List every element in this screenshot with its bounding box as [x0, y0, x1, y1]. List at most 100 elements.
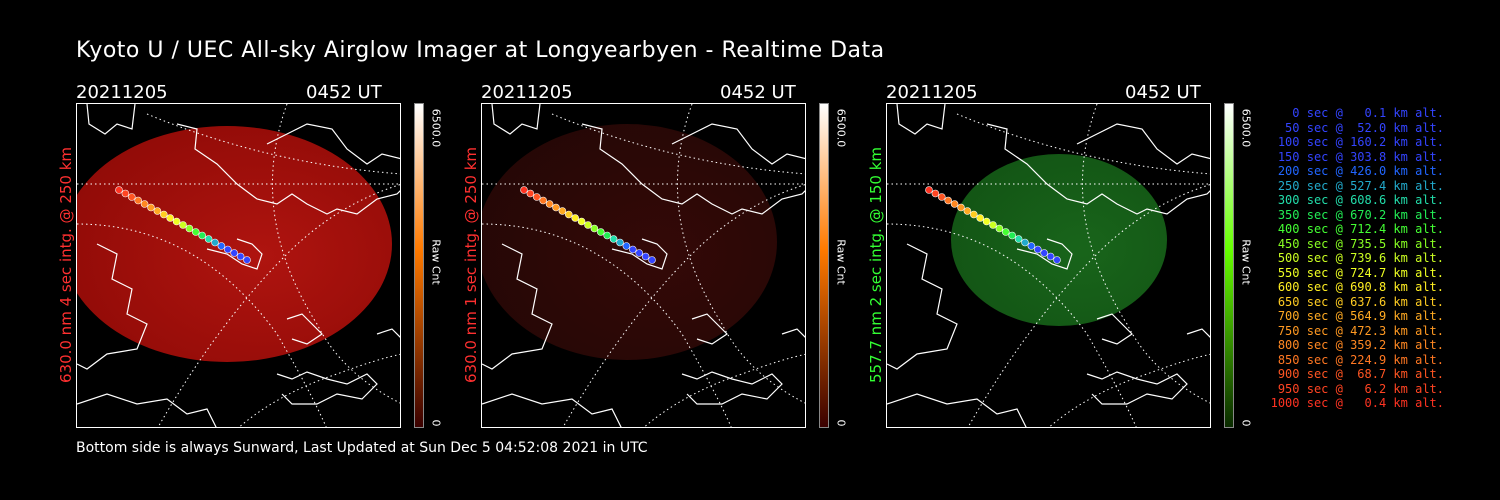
trajectory-dot: [622, 242, 631, 250]
trajectory-dot: [552, 203, 560, 212]
trajectory-dot: [539, 196, 548, 205]
trajectory-dot: [635, 249, 643, 257]
trajectory-dot: [648, 256, 656, 264]
trajectory-dot: [179, 221, 187, 229]
panel-2-image: [481, 103, 806, 428]
trajectory-dot: [931, 189, 940, 198]
panel-1-image: [76, 103, 401, 428]
map-svg: [77, 104, 400, 427]
trajectory-dot: [603, 231, 611, 240]
trajectory-dot: [185, 224, 194, 233]
trajectory-dot: [629, 245, 637, 254]
trajectory-dot: [970, 210, 978, 219]
airglow-image: [482, 124, 777, 360]
trajectory-dot: [558, 207, 567, 215]
legend-row: 650 sec @ 637.6 km alt.: [1277, 294, 1444, 309]
legend-row: 950 sec @ 6.2 km alt.: [1277, 381, 1444, 396]
legend-row: 600 sec @ 690.8 km alt.: [1277, 280, 1444, 294]
legend-row: 150 sec @ 303.8 km alt.: [1277, 149, 1444, 164]
trajectory-dot: [1046, 252, 1055, 261]
legend-row: 750 sec @ 472.3 km alt.: [1277, 323, 1444, 338]
trajectory-dot: [571, 214, 579, 222]
panel-1-date: 20211205: [76, 82, 168, 103]
trajectory-dot: [230, 249, 238, 257]
panel-2-date: 20211205: [481, 82, 573, 103]
legend-row: 1000 sec @ 0.4 km alt.: [1270, 396, 1444, 410]
map-svg: [887, 104, 1210, 427]
map-svg: [482, 104, 805, 427]
legend-row: 300 sec @ 608.6 km alt.: [1277, 193, 1444, 207]
trajectory-dot: [1021, 238, 1029, 247]
legend-row: 850 sec @ 224.9 km alt.: [1277, 352, 1444, 367]
trajectory-dot: [520, 186, 528, 194]
trajectory-dot: [950, 200, 959, 208]
panel-3-image: [886, 103, 1211, 428]
trajectory-dot: [577, 217, 586, 226]
legend-row: 500 sec @ 739.6 km alt.: [1277, 251, 1444, 265]
trajectory-dot: [989, 221, 997, 229]
legend-row: 350 sec @ 670.2 km alt.: [1277, 207, 1444, 222]
trajectory-dot: [1008, 231, 1016, 240]
trajectory-dot: [1040, 249, 1048, 257]
trajectory-dot: [153, 207, 162, 215]
legend-row: 100 sec @ 160.2 km alt.: [1277, 135, 1444, 149]
trajectory-dot: [224, 245, 232, 254]
panel-2-colorbar: [819, 103, 829, 428]
trajectory-dot: [134, 196, 143, 205]
trajectory-dot: [140, 200, 149, 208]
page-title: Kyoto U / UEC All-sky Airglow Imager at …: [76, 38, 885, 63]
trajectory-dot: [526, 189, 535, 198]
trajectory-dot: [236, 252, 245, 261]
legend-row: 700 sec @ 564.9 km alt.: [1277, 309, 1444, 323]
trajectory-dot: [217, 242, 226, 250]
trajectory-dot: [204, 235, 213, 243]
trajectory-dot: [160, 210, 168, 219]
legend-row: 0 sec @ 0.1 km alt.: [1292, 106, 1444, 120]
trajectory-dot: [641, 252, 650, 261]
panel-1-time: 0452 UT: [306, 82, 382, 103]
airglow-image: [77, 126, 392, 362]
panel-2-time: 0452 UT: [720, 82, 796, 103]
trajectory-legend: 0 sec @ 0.1 km alt. 50 sec @ 52.0 km alt…: [1262, 106, 1444, 411]
trajectory-dot: [166, 214, 174, 222]
trajectory-dot: [1034, 245, 1042, 254]
trajectory-dot: [963, 207, 972, 215]
trajectory-dot: [192, 228, 200, 236]
legend-row: 450 sec @ 735.5 km alt.: [1277, 236, 1444, 251]
legend-row: 50 sec @ 52.0 km alt.: [1285, 120, 1444, 135]
trajectory-dot: [957, 203, 965, 212]
trajectory-dot: [172, 217, 181, 226]
legend-row: 400 sec @ 712.4 km alt.: [1277, 222, 1444, 236]
trajectory-dot: [198, 231, 206, 240]
trajectory-dot: [565, 210, 573, 219]
trajectory-dot: [995, 224, 1004, 233]
trajectory-dot: [243, 256, 251, 264]
trajectory-dot: [597, 228, 605, 236]
panel-1-colorbar: [414, 103, 424, 428]
trajectory-dot: [1027, 242, 1036, 250]
footer-status: Bottom side is always Sunward, Last Upda…: [76, 440, 648, 456]
trajectory-dot: [616, 238, 624, 247]
trajectory-dot: [584, 221, 592, 229]
trajectory-dot: [590, 224, 599, 233]
trajectory-dot: [937, 193, 946, 201]
panel-3-colorbar: [1224, 103, 1234, 428]
panel-3-time: 0452 UT: [1125, 82, 1201, 103]
trajectory-dot: [1014, 235, 1023, 243]
legend-row: 900 sec @ 68.7 km alt.: [1277, 367, 1444, 381]
trajectory-dot: [127, 193, 136, 201]
trajectory-dot: [944, 196, 953, 205]
trajectory-dot: [115, 186, 123, 194]
trajectory-dot: [982, 217, 991, 226]
legend-row: 250 sec @ 527.4 km alt.: [1277, 178, 1444, 193]
trajectory-dot: [1002, 228, 1010, 236]
panel-3-date: 20211205: [886, 82, 978, 103]
trajectory-dot: [211, 238, 219, 247]
legend-row: 550 sec @ 724.7 km alt.: [1277, 265, 1444, 280]
trajectory-dot: [976, 214, 984, 222]
trajectory-dot: [609, 235, 618, 243]
trajectory-dot: [1053, 256, 1061, 264]
legend-row: 800 sec @ 359.2 km alt.: [1277, 338, 1444, 352]
trajectory-dot: [147, 203, 155, 212]
trajectory-dot: [925, 186, 933, 194]
